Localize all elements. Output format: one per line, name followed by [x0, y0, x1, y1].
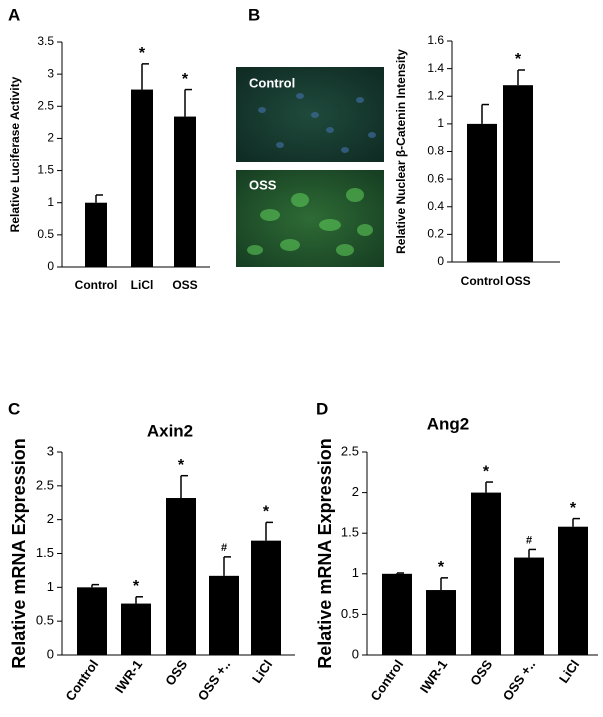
y-tick-label: 2.5 — [36, 477, 54, 492]
x-tick-label: LiCl — [249, 657, 275, 686]
y-axis-label: Relative mRNA Expression — [9, 438, 29, 668]
y-tick-label: 2 — [352, 484, 359, 499]
bar — [77, 587, 107, 655]
panel-label: B — [248, 5, 260, 24]
bar — [85, 202, 107, 267]
y-tick-label: 0.2 — [427, 227, 444, 241]
significance-marker: # — [221, 542, 227, 554]
x-tick-label: IWR-1 — [417, 657, 450, 696]
y-tick-label: 0.5 — [37, 227, 54, 241]
x-tick-label: OSS — [467, 657, 495, 688]
y-tick-label: 0 — [437, 254, 444, 268]
x-tick-label: OSS +.. — [195, 657, 234, 703]
y-tick-label: 1.6 — [427, 33, 444, 47]
y-axis-label: Relative mRNA Expression — [315, 438, 335, 668]
image-label: Control — [249, 75, 295, 90]
y-tick-label: 2 — [47, 131, 54, 145]
bar — [166, 498, 196, 655]
x-tick-label: OSS — [162, 657, 190, 688]
panel-label: C — [8, 399, 20, 418]
image-label: OSS — [249, 177, 277, 192]
y-tick-label: 0.8 — [427, 144, 444, 158]
y-axis-label: Relative Luciferase Activity — [8, 76, 22, 232]
bar — [174, 116, 196, 267]
y-tick-label: 2 — [47, 511, 54, 526]
x-tick-label: OSS — [505, 274, 530, 288]
y-tick-label: 0.6 — [427, 171, 444, 185]
y-tick-label: 1.2 — [427, 88, 444, 102]
bar — [131, 89, 153, 267]
chart-title: Axin2 — [147, 421, 193, 440]
y-tick-label: 3 — [47, 443, 54, 458]
significance-marker: * — [139, 45, 146, 62]
x-tick-label: Control — [461, 274, 504, 288]
x-tick-label: LiCl — [556, 657, 582, 686]
x-tick-label: LiCl — [131, 278, 154, 292]
significance-marker: * — [515, 51, 522, 68]
y-tick-label: 0.5 — [341, 606, 359, 621]
y-tick-label: 0.4 — [427, 199, 444, 213]
x-tick-label: Control — [62, 657, 101, 703]
bar — [209, 575, 239, 655]
x-tick-label: Control — [367, 657, 406, 703]
y-tick-label: 1.5 — [36, 545, 54, 560]
y-tick-label: 1.5 — [37, 163, 54, 177]
significance-marker: * — [438, 559, 445, 576]
significance-marker: * — [263, 504, 270, 521]
y-tick-label: 1 — [437, 116, 444, 130]
bar — [558, 526, 588, 655]
bar — [503, 85, 533, 262]
bar — [426, 590, 456, 655]
y-tick-label: 1.4 — [427, 61, 444, 75]
y-axis-label: Relative Nuclear β-Catenin Intensity — [394, 49, 408, 254]
micrograph: Control — [236, 67, 384, 162]
y-tick-label: 1 — [47, 579, 54, 594]
y-tick-label: 1 — [352, 565, 359, 580]
bar — [382, 573, 412, 655]
y-tick-label: 2.5 — [341, 443, 359, 458]
y-tick-label: 0 — [47, 259, 54, 273]
significance-marker: * — [570, 500, 577, 517]
chart-title: Ang2 — [427, 414, 470, 433]
panel-label: A — [8, 5, 20, 24]
micrograph: OSS — [236, 170, 384, 267]
y-tick-label: 0 — [352, 646, 359, 661]
x-tick-label: IWR-1 — [112, 657, 145, 696]
x-tick-label: Control — [75, 278, 118, 292]
bar — [467, 123, 497, 262]
x-tick-label: OSS — [172, 278, 197, 292]
significance-marker: # — [526, 534, 532, 546]
significance-marker: * — [178, 457, 185, 474]
y-tick-label: 2.5 — [37, 98, 54, 112]
bar — [471, 492, 501, 655]
bar — [251, 540, 281, 655]
panel-label: D — [316, 399, 328, 418]
y-tick-label: 0.5 — [36, 613, 54, 628]
y-tick-label: 1.5 — [341, 525, 359, 540]
x-tick-label: OSS +.. — [500, 657, 539, 703]
bar — [121, 603, 151, 655]
significance-marker: * — [182, 71, 189, 88]
y-tick-label: 0 — [47, 646, 54, 661]
y-tick-label: 3 — [47, 66, 54, 80]
bar — [514, 557, 544, 655]
y-tick-label: 3.5 — [37, 34, 54, 48]
significance-marker: * — [133, 578, 140, 595]
significance-marker: * — [483, 463, 490, 480]
y-tick-label: 1 — [47, 195, 54, 209]
